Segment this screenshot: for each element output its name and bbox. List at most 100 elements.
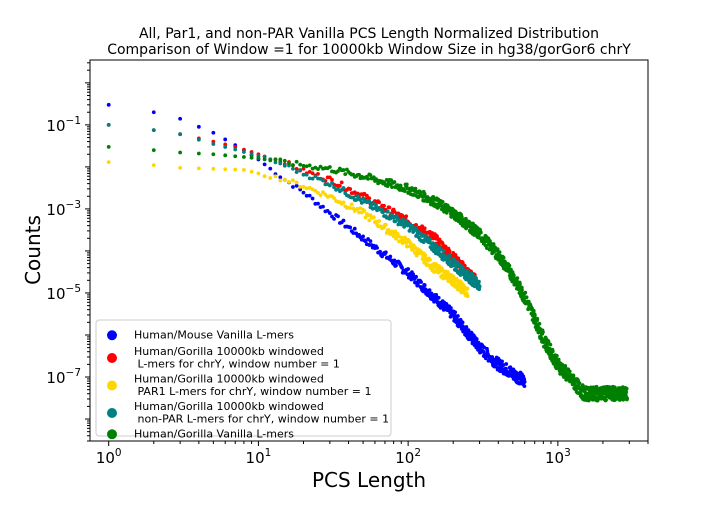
series-5-point-570 <box>554 353 559 358</box>
series-4-point-17 <box>294 170 299 175</box>
series-3-point-17 <box>294 180 299 185</box>
series-5-point-483 <box>532 313 537 318</box>
series-3-point-51 <box>363 215 368 220</box>
series-1-point-10 <box>262 162 267 167</box>
series-3-point-8 <box>249 169 254 174</box>
series-1-point-157 <box>435 300 440 304</box>
series-1-point-192 <box>449 306 453 310</box>
series-3-point-36 <box>341 200 346 205</box>
series-5-point-19 <box>301 163 306 168</box>
series-3-point-248 <box>465 286 470 291</box>
series-4-point-26 <box>321 178 325 183</box>
series-5-point-1 <box>151 148 156 153</box>
series-3-point-19 <box>301 185 306 189</box>
series-3-point-81 <box>393 229 398 234</box>
series-5-point-15 <box>287 161 291 166</box>
series-4-point-21 <box>307 176 312 181</box>
series-1-point-3 <box>196 124 201 129</box>
legend-box <box>95 319 392 437</box>
series-5-point-555 <box>550 349 555 354</box>
series-5-point-624 <box>567 369 572 374</box>
series-5-point-7 <box>242 155 246 159</box>
series-5-point-500 <box>537 321 542 326</box>
series-4-point-54 <box>367 199 372 204</box>
series-4-point-10 <box>262 154 267 159</box>
series-3-point-103 <box>408 241 413 246</box>
series-1-point-115 <box>415 283 420 287</box>
series-5-point-77 <box>390 185 394 190</box>
series-4-point-30 <box>330 180 334 185</box>
series-1-point-64 <box>378 249 383 254</box>
series-4-point-45 <box>355 194 360 199</box>
legend-label-4: Human/Gorilla 10000kb windowed non-PAR L… <box>134 400 389 426</box>
legend-marker-3 <box>107 380 117 391</box>
series-4-point-29 <box>327 183 332 188</box>
series-1-point-90 <box>400 265 404 270</box>
series-1-point-61 <box>375 245 379 250</box>
series-3-point-63 <box>377 219 382 223</box>
series-1-point-99 <box>406 267 411 271</box>
series-5-point-37 <box>343 172 348 177</box>
series-3-point-26 <box>321 190 325 195</box>
series-3-point-25 <box>318 193 323 198</box>
y-axis: 10−1 10−3 10−5 10−7 <box>46 62 90 442</box>
series-5-point-451 <box>523 290 528 295</box>
series-3-point-249 <box>465 294 470 299</box>
series-1-point-75 <box>388 254 393 259</box>
series-1-point-230 <box>460 320 465 325</box>
chart-title: All, Par1, and non-PAR Vanilla PCS Lengt… <box>139 26 599 42</box>
legend-label-2: Human/Gorilla 10000kb windowed L-mers fo… <box>134 345 340 371</box>
series-5-point-169 <box>440 200 445 204</box>
series-2-point-19 <box>301 166 306 171</box>
series-1-point-142 <box>429 291 434 296</box>
series-5-point-13 <box>278 157 283 162</box>
series-3-point-41 <box>349 202 354 207</box>
series-2-point-128 <box>422 226 427 231</box>
series-5-point-111 <box>413 186 418 191</box>
series-4-point-3 <box>196 137 201 142</box>
series-5-points <box>106 144 629 403</box>
series-3-point-70 <box>383 222 388 227</box>
series-5-point-546 <box>548 342 553 347</box>
x-axis-label: PCS Length <box>312 468 426 492</box>
series-3-point-3 <box>196 166 201 171</box>
series-5-point-55 <box>368 173 373 178</box>
series-4-point-72 <box>385 209 390 214</box>
series-1-point-11 <box>268 166 273 171</box>
series-4-point-14 <box>282 163 287 168</box>
series-5-point-4 <box>211 152 216 157</box>
chart-subtitle: Comparison of Window =1 for 10000kb Wind… <box>107 42 631 58</box>
series-1-point-20 <box>304 193 309 198</box>
y-tick-label: 10−3 <box>46 199 81 219</box>
series-3-point-60 <box>374 219 378 224</box>
series-1-point-33 <box>336 214 340 219</box>
series-5-point-6 <box>233 154 238 159</box>
series-1-point-244 <box>464 325 469 329</box>
series-5-point-366 <box>501 255 506 260</box>
series-4-point-13 <box>278 161 283 166</box>
series-1-point-51 <box>363 239 368 244</box>
series-2-point-34 <box>337 183 342 188</box>
legend-label-1: Human/Mouse Vanilla L-mers <box>134 329 294 342</box>
series-5-point-386 <box>507 263 512 268</box>
series-1-point-49 <box>361 234 365 239</box>
series-3-point-13 <box>278 178 283 183</box>
series-5-point-76 <box>389 178 394 183</box>
series-3-point-14 <box>282 177 287 182</box>
series-5-point-428 <box>518 282 522 287</box>
series-1-point-138 <box>427 288 432 293</box>
plot-marks <box>106 102 629 403</box>
series-5-point-16 <box>291 163 295 167</box>
series-3-point-4 <box>211 166 216 171</box>
series-3-point-0 <box>106 160 111 165</box>
series-3-point-179 <box>444 276 449 280</box>
series-3-point-1 <box>151 163 156 168</box>
series-5-point-11 <box>268 158 273 163</box>
series-5-point-417 <box>515 276 520 280</box>
series-4-point-20 <box>304 172 309 177</box>
series-2-point-35 <box>339 180 344 185</box>
series-4-point-49 <box>361 196 365 201</box>
series-3-point-6 <box>233 167 238 172</box>
